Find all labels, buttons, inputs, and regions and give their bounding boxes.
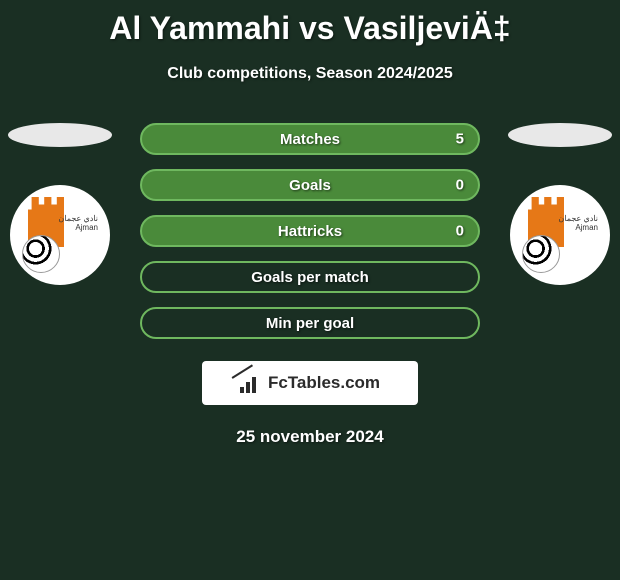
stat-label: Goals per match [251, 269, 369, 286]
stat-label: Min per goal [266, 315, 354, 332]
player-photo-placeholder-icon [508, 123, 612, 147]
stat-row-hattricks: Hattricks 0 [140, 215, 480, 247]
branding-badge: FcTables.com [202, 361, 418, 405]
stat-row-goals: Goals 0 [140, 169, 480, 201]
bar-chart-icon [240, 373, 262, 393]
stats-list: Matches 5 Goals 0 Hattricks 0 Goals per … [140, 123, 480, 339]
stat-value-right: 5 [456, 131, 464, 148]
stat-label: Hattricks [278, 223, 342, 240]
player-left-panel: نادي عجمانAjman [0, 123, 120, 285]
page-title: Al Yammahi vs VasiljeviÄ‡ [0, 0, 620, 47]
stat-label: Goals [289, 177, 331, 194]
comparison-container: نادي عجمانAjman نادي عجمانAjman Matches … [0, 123, 620, 447]
stat-row-goals-per-match: Goals per match [140, 261, 480, 293]
stat-row-matches: Matches 5 [140, 123, 480, 155]
date-label: 25 november 2024 [0, 427, 620, 447]
club-badge-right-icon: نادي عجمانAjman [510, 185, 610, 285]
stat-value-right: 0 [456, 223, 464, 240]
stat-label: Matches [280, 131, 340, 148]
page-subtitle: Club competitions, Season 2024/2025 [0, 65, 620, 83]
player-right-panel: نادي عجمانAjman [500, 123, 620, 285]
club-badge-left-icon: نادي عجمانAjman [10, 185, 110, 285]
stat-value-right: 0 [456, 177, 464, 194]
branding-text: FcTables.com [268, 373, 380, 393]
stat-row-min-per-goal: Min per goal [140, 307, 480, 339]
player-photo-placeholder-icon [8, 123, 112, 147]
